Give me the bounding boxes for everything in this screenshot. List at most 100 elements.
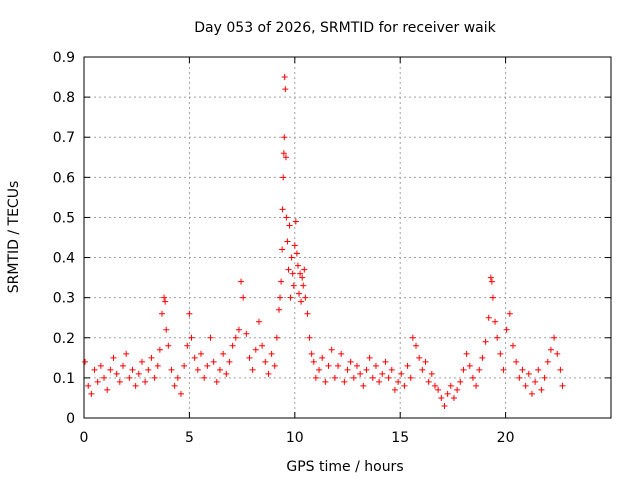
data-point xyxy=(291,242,298,249)
data-point xyxy=(441,402,448,409)
data-point xyxy=(385,374,392,381)
data-point xyxy=(485,314,492,321)
data-point xyxy=(151,374,158,381)
data-point xyxy=(319,354,326,361)
data-point xyxy=(322,378,329,385)
data-point xyxy=(275,306,282,313)
data-point xyxy=(431,382,438,389)
y-tick-label: 0.7 xyxy=(53,130,75,146)
grid xyxy=(84,57,611,418)
data-point xyxy=(413,342,420,349)
data-point xyxy=(85,382,92,389)
data-point xyxy=(376,378,383,385)
data-point xyxy=(232,334,239,341)
data-point xyxy=(246,354,253,361)
data-point xyxy=(513,358,520,365)
data-point xyxy=(220,350,227,357)
data-point xyxy=(395,378,402,385)
data-point xyxy=(197,350,204,357)
data-point xyxy=(469,374,476,381)
data-point xyxy=(466,362,473,369)
data-point xyxy=(479,354,486,361)
data-point xyxy=(372,362,379,369)
data-point xyxy=(188,334,195,341)
data-point xyxy=(407,374,414,381)
x-tick-label: 5 xyxy=(185,430,194,446)
data-point xyxy=(119,362,126,369)
data-point xyxy=(522,382,529,389)
x-tick-label: 20 xyxy=(497,430,515,446)
data-point xyxy=(281,74,288,81)
data-point xyxy=(162,298,169,305)
data-point xyxy=(273,334,280,341)
data-point xyxy=(425,378,432,385)
data-point xyxy=(298,298,305,305)
data-point xyxy=(284,238,291,245)
data-point xyxy=(116,378,123,385)
data-point xyxy=(438,394,445,401)
data-point xyxy=(297,270,304,277)
data-point xyxy=(353,362,360,369)
data-point xyxy=(488,278,495,285)
data-point xyxy=(519,366,526,373)
data-point xyxy=(293,250,300,257)
data-point xyxy=(282,86,289,93)
y-tick-label: 0.5 xyxy=(53,210,75,226)
y-tick-label: 0.2 xyxy=(53,331,75,347)
data-point xyxy=(148,354,155,361)
data-point xyxy=(286,222,293,229)
data-point xyxy=(382,358,389,365)
y-tick-label: 0.3 xyxy=(53,291,75,307)
data-point xyxy=(171,382,178,389)
data-point xyxy=(525,370,532,377)
data-point xyxy=(285,266,292,273)
data-point xyxy=(306,334,313,341)
data-point xyxy=(278,278,285,285)
data-point xyxy=(487,274,494,281)
data-point xyxy=(142,378,149,385)
data-point xyxy=(186,310,193,317)
data-point xyxy=(350,374,357,381)
data-point xyxy=(388,366,395,373)
data-point xyxy=(363,366,370,373)
y-tick-label: 0.6 xyxy=(53,170,75,186)
data-point xyxy=(308,350,315,357)
data-point xyxy=(163,326,170,333)
data-point xyxy=(497,350,504,357)
data-point xyxy=(296,290,303,297)
plot-frame xyxy=(83,56,612,419)
data-point xyxy=(110,354,117,361)
data-point xyxy=(302,294,309,301)
data-point xyxy=(554,350,561,357)
data-point xyxy=(184,342,191,349)
data-point xyxy=(360,382,367,389)
data-point xyxy=(444,390,451,397)
data-point xyxy=(101,374,108,381)
data-point xyxy=(91,366,98,373)
data-point xyxy=(279,206,286,213)
data-point xyxy=(294,262,301,269)
data-point xyxy=(138,358,145,365)
data-point xyxy=(492,318,499,325)
data-point xyxy=(419,366,426,373)
data-point xyxy=(281,134,288,141)
data-point xyxy=(210,358,217,365)
data-point xyxy=(145,366,152,373)
data-point xyxy=(379,370,386,377)
axis-ticks: 0 0.1 0.2 0.3 0.4 0.5 0.6 0.7 0.8 0.9 0 5 10 15 20 xyxy=(53,50,611,446)
data-point xyxy=(154,362,161,369)
data-point xyxy=(283,214,290,221)
data-point xyxy=(528,390,535,397)
data-point xyxy=(447,382,454,389)
data-point xyxy=(238,278,245,285)
data-point xyxy=(476,366,483,373)
data-point xyxy=(288,254,295,261)
data-point xyxy=(280,150,287,157)
data-point xyxy=(398,370,405,377)
data-point xyxy=(325,362,332,369)
data-point xyxy=(450,394,457,401)
data-point xyxy=(312,374,319,381)
data-point xyxy=(328,346,335,353)
data-point xyxy=(104,386,111,393)
data-point xyxy=(156,346,163,353)
